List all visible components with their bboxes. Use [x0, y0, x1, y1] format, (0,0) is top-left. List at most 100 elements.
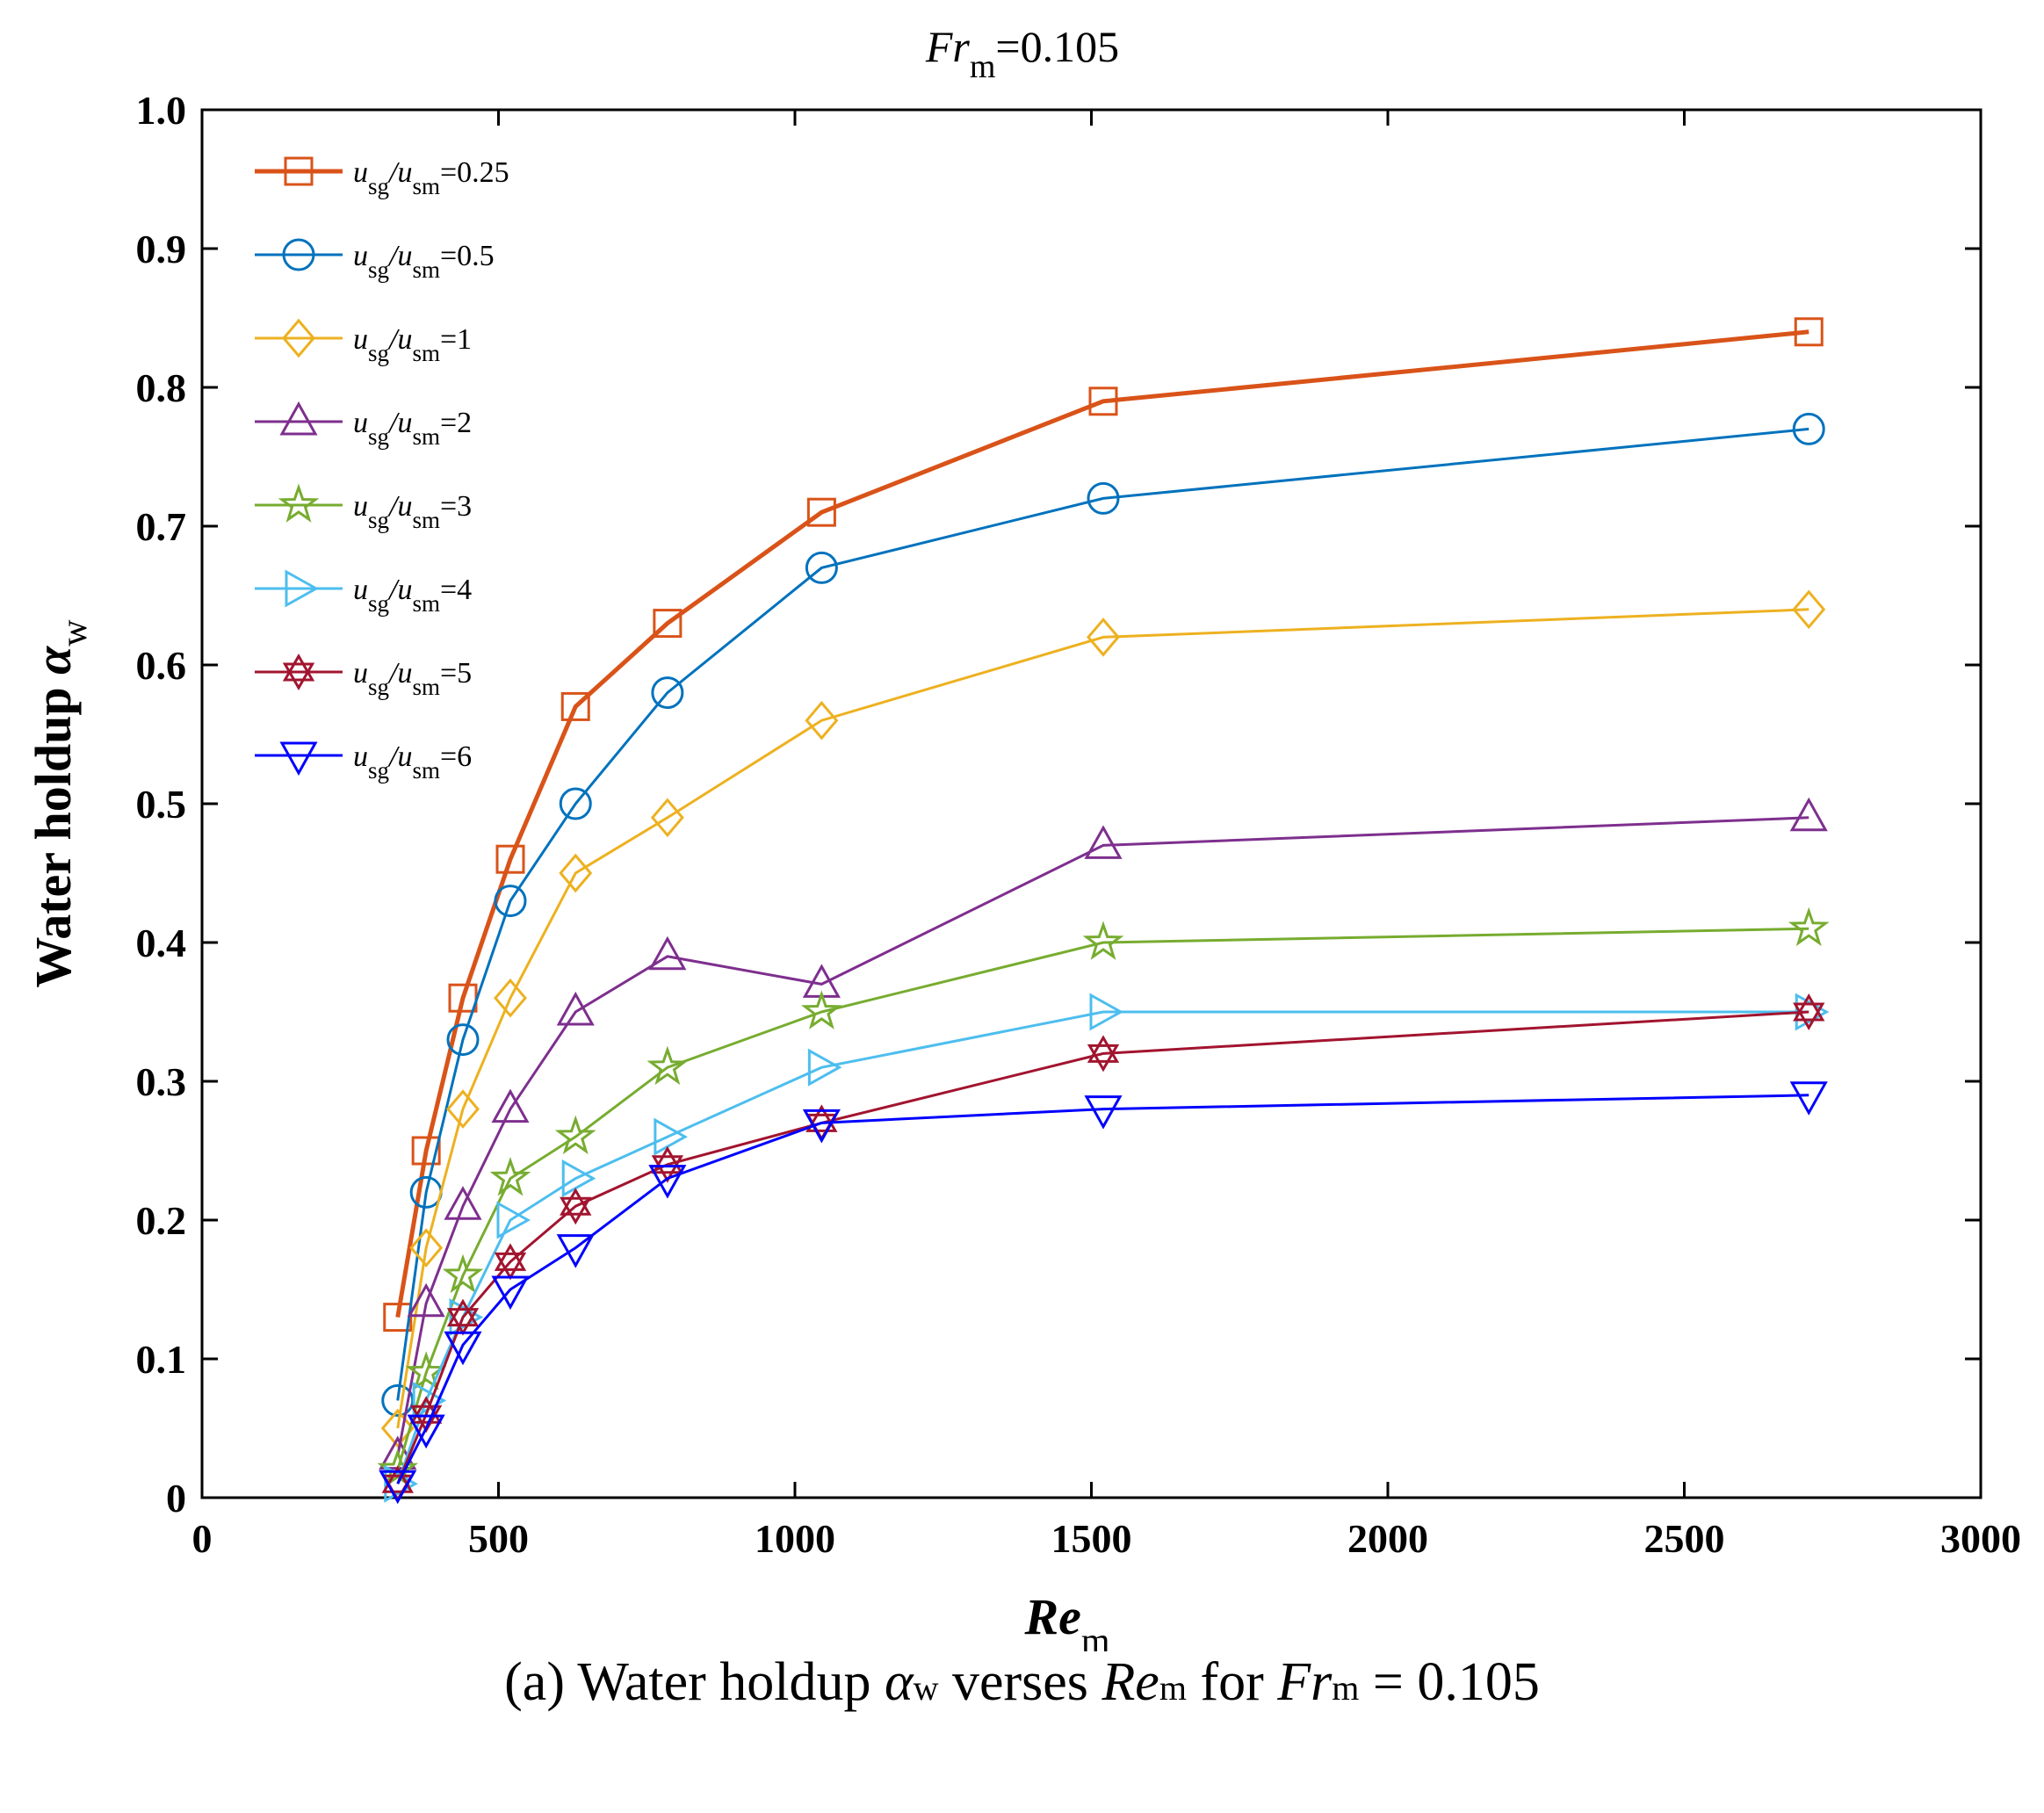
data-point — [409, 1228, 444, 1268]
data-point — [1087, 481, 1120, 515]
legend-label: usg/usm=0.25 — [353, 156, 509, 199]
legend-marker — [279, 401, 318, 436]
data-point — [379, 1470, 417, 1505]
legend-marker — [282, 238, 315, 271]
data-point — [494, 885, 527, 918]
data-point — [496, 1201, 531, 1239]
data-point — [1789, 797, 1828, 832]
data-point — [491, 1275, 530, 1311]
x-axis-ticks: 0 500 1000 1500 2000 2500 3000 — [192, 110, 2021, 1561]
legend-item: usg/usm=0.5 — [255, 238, 495, 283]
data-point — [405, 1351, 447, 1390]
x-axis-title-sub: m — [1081, 1622, 1110, 1651]
data-point — [1793, 993, 1825, 1031]
data-point — [407, 1414, 445, 1449]
data-point — [444, 1331, 482, 1366]
legend-label: usg/usm=0.5 — [353, 240, 495, 283]
x-tick-label: 2500 — [1644, 1516, 1725, 1561]
data-point — [554, 1115, 596, 1155]
caption-text2: verses — [938, 1652, 1102, 1712]
series-line — [396, 816, 1809, 1456]
legend-item: usg/usm=0.25 — [255, 156, 509, 199]
data-point — [806, 497, 836, 527]
series-line — [396, 608, 1809, 1429]
data-point — [495, 844, 525, 874]
legend-label: usg/usm=2 — [353, 407, 472, 450]
x-tick-label: 0 — [192, 1516, 213, 1561]
data-point — [561, 1159, 596, 1198]
legend-marker — [284, 156, 314, 186]
series-2 — [381, 412, 1825, 1417]
data-point — [653, 609, 683, 639]
data-point — [446, 1023, 480, 1057]
data-point — [1087, 618, 1120, 657]
legend: usg/usm=0.25 usg/usm=0.5 usg/usm=1 usg/usm=… — [255, 156, 509, 784]
data-point — [650, 798, 684, 838]
x-tick-label: 3000 — [1940, 1516, 2021, 1561]
y-tick-label: 0.1 — [136, 1337, 187, 1382]
data-point — [380, 1408, 415, 1448]
data-point — [654, 1117, 688, 1156]
y-tick-label: 0.8 — [136, 365, 187, 410]
caption-text3: for — [1186, 1652, 1278, 1712]
data-point — [648, 935, 687, 971]
y-axis-title-symbol: α — [25, 646, 82, 675]
data-point — [802, 1109, 841, 1144]
data-point — [559, 787, 592, 820]
legend-label: usg/usm=4 — [353, 574, 472, 617]
legend-item: usg/usm=3 — [255, 483, 472, 533]
plot-area — [200, 108, 1983, 1499]
data-point — [801, 990, 842, 1029]
title-value: =0.105 — [995, 22, 1119, 71]
data-point — [1087, 1035, 1120, 1073]
data-point — [446, 1298, 480, 1336]
data-point — [805, 700, 839, 740]
legend-item: usg/usm=1 — [255, 318, 472, 366]
legend-item: usg/usm=4 — [255, 569, 472, 617]
series-8 — [379, 1081, 1828, 1505]
data-point — [1084, 825, 1123, 859]
legend-label: usg/usm=3 — [353, 490, 472, 533]
data-point — [651, 1145, 684, 1183]
data-point — [559, 853, 593, 893]
x-axis-title: Rem — [1023, 1588, 1109, 1651]
data-point — [491, 1088, 530, 1123]
y-axis-title-main: Water holdup — [25, 675, 82, 988]
caption-alpha: α — [885, 1652, 914, 1712]
data-point — [446, 1089, 480, 1129]
series-line — [396, 1010, 1809, 1484]
x-tick-label: 500 — [468, 1516, 529, 1561]
y-tick-label: 0.5 — [136, 782, 187, 827]
legend-marker — [278, 483, 320, 523]
legend-label: usg/usm=1 — [353, 323, 472, 366]
data-point — [1082, 921, 1124, 960]
legend-label: usg/usm=5 — [353, 657, 472, 700]
legend-marker — [282, 318, 315, 358]
data-point — [560, 691, 590, 721]
data-point — [648, 1165, 687, 1199]
data-point — [489, 1157, 531, 1196]
caption-fr-sub: m — [1332, 1668, 1360, 1708]
data-point — [494, 978, 527, 1018]
legend-item: usg/usm=6 — [255, 740, 472, 784]
caption-fr: Fr — [1277, 1652, 1333, 1712]
title-main: Fr — [925, 22, 971, 71]
figure-caption: (a) Water holdup αw verses Rem for Frm =… — [0, 1651, 2044, 1714]
legend-item: usg/usm=5 — [255, 654, 472, 700]
y-tick-label: 0.2 — [136, 1198, 187, 1243]
x-axis-title-main: Re — [1023, 1588, 1080, 1645]
y-tick-label: 0 — [166, 1476, 186, 1520]
series-line — [396, 427, 1809, 1401]
data-point — [444, 1186, 482, 1220]
data-point — [383, 1303, 413, 1333]
legend-marker — [285, 569, 320, 608]
y-tick-label: 1.0 — [136, 88, 187, 133]
legend-item: usg/usm=2 — [255, 401, 472, 450]
series-line — [395, 329, 1809, 1318]
data-point — [1789, 1081, 1828, 1116]
caption-label: (a) — [504, 1652, 565, 1712]
data-point — [805, 551, 838, 584]
series-line — [396, 927, 1809, 1470]
x-tick-label: 2000 — [1347, 1516, 1428, 1561]
data-point — [1788, 906, 1830, 947]
